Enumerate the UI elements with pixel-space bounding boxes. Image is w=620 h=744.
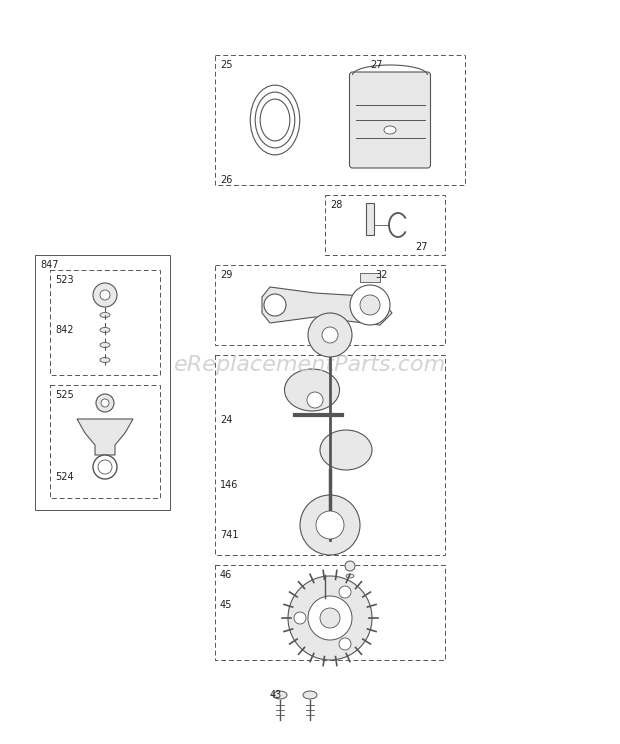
Text: 28: 28	[330, 200, 342, 210]
Text: 45: 45	[220, 600, 232, 610]
Bar	[50, 270, 160, 375]
Circle shape	[308, 596, 352, 640]
Text: 27: 27	[370, 60, 383, 70]
Circle shape	[264, 294, 286, 316]
Bar	[360, 273, 380, 282]
Text: 43: 43	[270, 690, 282, 700]
Ellipse shape	[100, 312, 110, 318]
Circle shape	[93, 455, 117, 479]
Text: 32: 32	[375, 270, 388, 280]
Text: 146: 146	[220, 480, 238, 490]
Circle shape	[320, 608, 340, 628]
Text: 847: 847	[40, 260, 58, 270]
Text: 523: 523	[55, 275, 74, 285]
Circle shape	[307, 392, 323, 408]
Polygon shape	[77, 419, 133, 455]
Ellipse shape	[346, 574, 354, 578]
Circle shape	[101, 399, 109, 407]
Ellipse shape	[273, 691, 287, 699]
Bar	[215, 565, 445, 660]
Polygon shape	[262, 287, 392, 325]
Text: 842: 842	[55, 325, 74, 335]
Circle shape	[98, 460, 112, 474]
Bar	[366, 203, 374, 235]
Bar	[215, 265, 445, 345]
Ellipse shape	[100, 327, 110, 333]
Circle shape	[339, 638, 351, 650]
Ellipse shape	[320, 430, 372, 470]
Circle shape	[100, 290, 110, 300]
Circle shape	[288, 576, 372, 660]
Ellipse shape	[100, 342, 110, 347]
Text: 27: 27	[415, 242, 428, 252]
Bar	[50, 385, 160, 498]
Text: 525: 525	[55, 390, 74, 400]
Circle shape	[316, 511, 344, 539]
Circle shape	[322, 327, 338, 343]
Ellipse shape	[303, 691, 317, 699]
Ellipse shape	[384, 126, 396, 134]
FancyBboxPatch shape	[350, 72, 430, 168]
Text: 25: 25	[220, 60, 232, 70]
Ellipse shape	[285, 369, 340, 411]
Circle shape	[93, 283, 117, 307]
Text: 29: 29	[220, 270, 232, 280]
Ellipse shape	[100, 358, 110, 362]
Bar	[215, 55, 465, 185]
Circle shape	[96, 394, 114, 412]
Bar	[35, 255, 170, 510]
Text: 46: 46	[220, 570, 232, 580]
Bar	[325, 195, 445, 255]
Text: 26: 26	[220, 175, 232, 185]
Circle shape	[339, 586, 351, 598]
Text: 741: 741	[220, 530, 239, 540]
Circle shape	[360, 295, 380, 315]
Circle shape	[300, 495, 360, 555]
Bar	[215, 355, 445, 555]
Circle shape	[294, 612, 306, 624]
Text: eReplacementParts.com: eReplacementParts.com	[174, 355, 446, 374]
Circle shape	[345, 561, 355, 571]
Circle shape	[308, 313, 352, 357]
Text: 524: 524	[55, 472, 74, 482]
Text: 24: 24	[220, 415, 232, 425]
Circle shape	[350, 285, 390, 325]
